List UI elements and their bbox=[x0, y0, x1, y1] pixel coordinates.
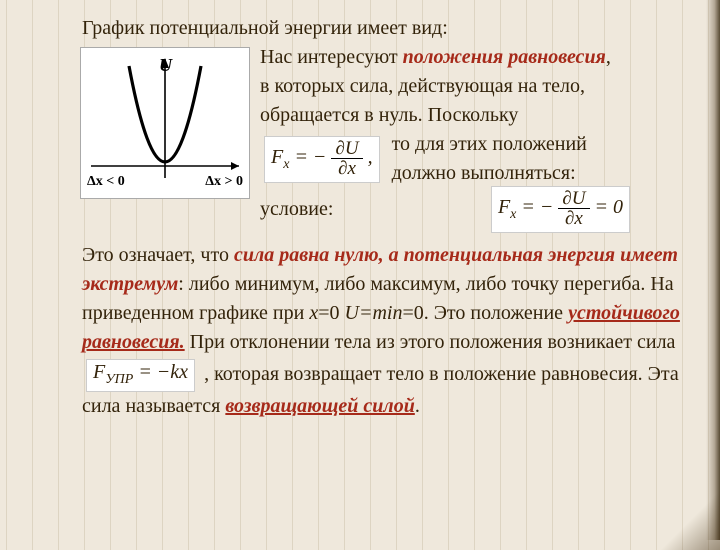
condition-label: условие: bbox=[260, 195, 343, 224]
u-axis-label: U bbox=[159, 52, 172, 78]
fx-eq: = − bbox=[289, 146, 331, 168]
line-5b: должно выполняться: bbox=[392, 159, 587, 188]
page-right-edge bbox=[706, 0, 720, 540]
fx0-den: ∂x bbox=[558, 209, 589, 228]
p3c: . bbox=[415, 395, 420, 417]
potential-energy-graph: U Δx < 0 Δx > 0 bbox=[80, 47, 250, 199]
p2e: =0. Это положение bbox=[402, 302, 568, 324]
fupr-kx: = −kx bbox=[133, 361, 188, 383]
fx-den: ∂x bbox=[331, 159, 362, 178]
p2d: =0 bbox=[318, 302, 344, 324]
fx-num: ∂U bbox=[331, 139, 362, 159]
page-body: График потенциальной энергии имеет вид: … bbox=[0, 14, 720, 540]
line-5-block: то для этих положений должно выполняться… bbox=[384, 130, 587, 188]
l2-post: , bbox=[606, 46, 611, 68]
formula-fx-zero: Fx = − ∂U ∂x = 0 bbox=[491, 186, 630, 233]
fupr-F: F bbox=[93, 361, 105, 383]
line-1: График потенциальной энергии имеет вид: bbox=[82, 14, 690, 43]
formula-fupr: FУПР = −kx bbox=[86, 359, 195, 392]
formula-fx: Fx = − ∂U ∂x , bbox=[264, 136, 380, 183]
condition-row: условие: Fx = − ∂U ∂x = 0 bbox=[260, 186, 690, 233]
fx0-zero: = 0 bbox=[595, 196, 624, 218]
fx0-eq: = − bbox=[516, 196, 558, 218]
l2-pre: Нас интересуют bbox=[260, 46, 403, 68]
dx-left-label: Δx < 0 bbox=[87, 172, 125, 192]
l2-emph: положения равновесия bbox=[403, 46, 606, 68]
p2x: x bbox=[309, 302, 318, 324]
fx-F: F bbox=[271, 146, 283, 168]
fx0-num: ∂U bbox=[558, 189, 589, 209]
dx-right-label: Δx > 0 bbox=[205, 172, 243, 192]
force-row: FУПР = −kx , которая возвращает тело в п… bbox=[82, 359, 690, 421]
p3b: возвращающей силой bbox=[225, 395, 414, 417]
fx-comma: , bbox=[368, 146, 373, 168]
fupr-sub: УПР bbox=[105, 372, 133, 387]
p2U: U=min bbox=[345, 302, 403, 324]
p2a: Это означает, что bbox=[82, 244, 234, 266]
line-5a: то для этих положений bbox=[392, 130, 587, 159]
paragraph-2: Это означает, что сила равна нулю, а пот… bbox=[82, 241, 690, 357]
fx0-F: F bbox=[498, 196, 510, 218]
formula-row-1: Fx = − ∂U ∂x , то для этих положений дол… bbox=[260, 130, 690, 188]
p2g: При отклонении тела из этого положения в… bbox=[185, 331, 676, 353]
